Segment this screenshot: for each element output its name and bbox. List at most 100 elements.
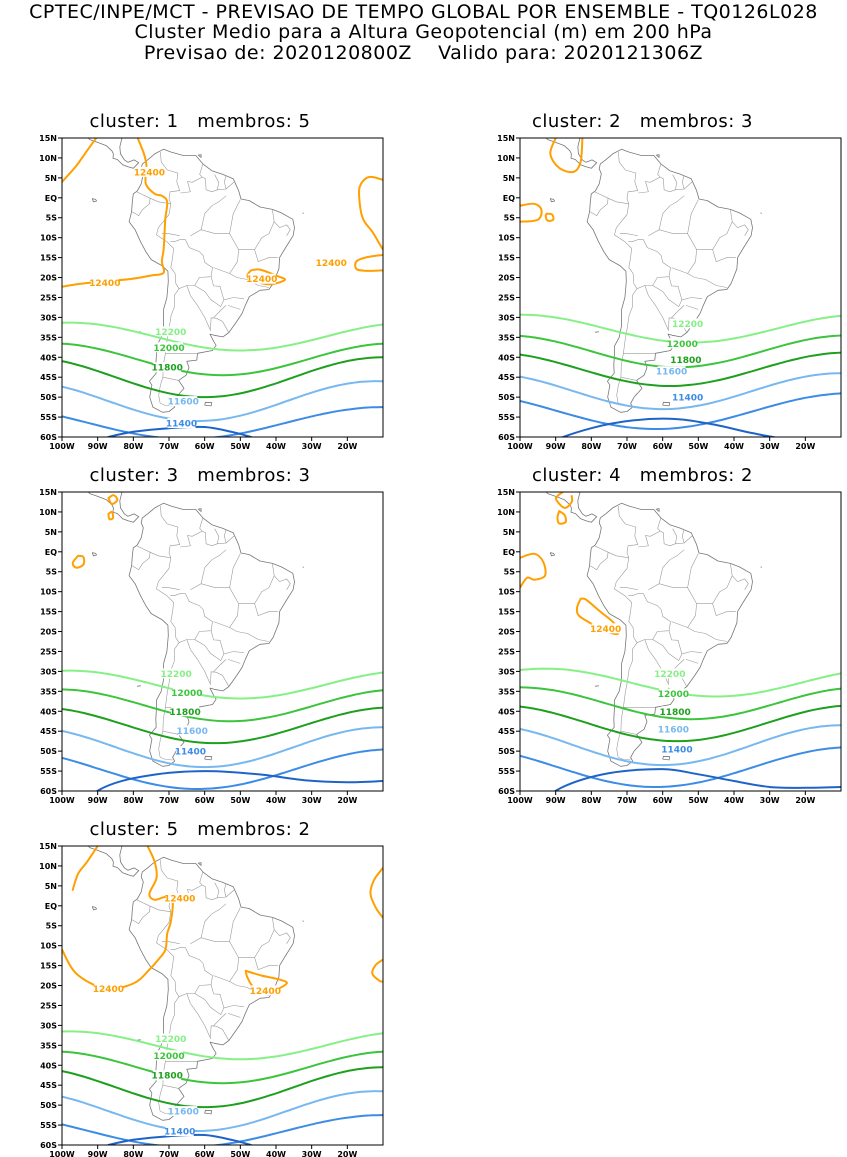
lon-label: 100W: [49, 1150, 75, 1157]
contour-12400: [107, 510, 115, 521]
contour-12400: [556, 510, 568, 525]
lon-label: 30W: [760, 796, 780, 805]
contour-label-bg: [169, 396, 198, 407]
lon-label: 50W: [230, 1150, 250, 1157]
border-line: [212, 1013, 227, 1027]
lat-label: 20S: [40, 628, 57, 637]
lon-label: 100W: [507, 796, 533, 805]
contour-label-bg: [657, 366, 686, 377]
lat-label: 60S: [40, 433, 57, 442]
island-outline: [662, 401, 671, 407]
border-line: [162, 1084, 179, 1089]
border-line: [199, 871, 204, 886]
contour-11800: [520, 704, 841, 743]
border-line: [660, 529, 685, 547]
border-line: [225, 181, 235, 190]
contour-12400: [520, 202, 543, 223]
map-content: 12400 12400 12400 12200 12000 11800 11600 11400: [62, 846, 383, 1145]
lon-label: 100W: [49, 796, 75, 805]
border-line: [648, 229, 688, 236]
borders: [132, 151, 291, 407]
lat-label: 40S: [498, 353, 515, 362]
contour-label-12400: 12400: [590, 625, 621, 635]
border-line: [731, 575, 749, 590]
contour-label-11400: 11400: [672, 394, 703, 404]
lat-label: 15N: [497, 134, 515, 143]
map-plot: 12200 12000 11800 11600 11400 15N 10N 5N EQ 5S 10S…: [39, 488, 384, 805]
lat-label: 30S: [498, 667, 515, 676]
border-line: [162, 730, 179, 735]
border-line: [683, 535, 693, 544]
map-plot: 12400 12200 12000 11800 11600 11400 15N 10N 5N EQ…: [497, 488, 842, 805]
central-america-outline: [87, 492, 140, 523]
lat-label: 25S: [498, 647, 515, 656]
border-line: [194, 285, 225, 308]
border-line: [132, 552, 151, 571]
lon-label: 30W: [302, 1150, 322, 1157]
border-line: [273, 575, 291, 590]
border-line: [616, 288, 638, 407]
lat-label: 5S: [46, 214, 58, 223]
contour-11400: [520, 746, 841, 789]
lat-label: 15N: [39, 134, 57, 143]
contour-label-bg: [659, 724, 688, 735]
contour-label-12200: 12200: [155, 1035, 186, 1045]
contour-label-bg: [251, 985, 280, 996]
contour-label-bg: [659, 688, 688, 699]
contour-12400: [71, 554, 86, 569]
border-line: [672, 174, 678, 190]
contour-label-bg: [94, 983, 123, 994]
contour-11600: [62, 1090, 383, 1133]
contour-label-11800: 11800: [152, 1072, 183, 1082]
central-america-outline: [545, 138, 598, 169]
contour-12400: [520, 552, 547, 589]
lon-label: 70W: [159, 796, 179, 805]
panel-cluster-1: cluster: 1 membros: 5 12400 12400 12400 124…: [0, 112, 420, 452]
border-line: [199, 517, 204, 532]
island-outline: [91, 552, 97, 557]
border-line: [170, 239, 213, 289]
lat-label: 25S: [40, 647, 57, 656]
south-america-outline: [128, 856, 295, 1121]
lon-label: 40W: [724, 796, 744, 805]
island-outline: [197, 508, 202, 512]
border-line: [620, 730, 637, 735]
lat-label: 30S: [40, 313, 57, 322]
lon-label: 80W: [123, 1150, 143, 1157]
border-line: [202, 883, 227, 901]
plot-frame: [519, 491, 842, 792]
lat-label: 45S: [40, 727, 57, 736]
lon-label: 80W: [123, 442, 143, 451]
lat-label: 30S: [40, 667, 57, 676]
border-line: [225, 535, 235, 544]
contour-label-12400: 12400: [164, 894, 195, 904]
lat-label: 10S: [40, 942, 57, 951]
lat-label: EQ: [45, 194, 57, 203]
lat-label: 40S: [40, 707, 57, 716]
lon-label: 80W: [581, 442, 601, 451]
border-line: [628, 239, 671, 289]
border-line: [170, 593, 213, 643]
border-line: [595, 545, 629, 559]
contour-labels: 12400 12200 12000 11800 11600 11400: [590, 623, 693, 756]
border-line: [685, 659, 699, 664]
lat-label: 10S: [40, 234, 57, 243]
border-line: [214, 174, 220, 190]
border-line: [160, 151, 181, 215]
contour-11800: [62, 706, 383, 745]
lat-label: 60S: [498, 787, 515, 796]
contour-11200: [95, 770, 383, 791]
map-content: 12200 12000 11800 11600 11400: [62, 492, 383, 791]
border-line: [590, 198, 609, 217]
contour-label-bg: [668, 338, 697, 349]
lat-label: 60S: [40, 787, 57, 796]
contour-label-bg: [671, 354, 700, 365]
border-line: [186, 285, 211, 330]
border-line: [202, 529, 227, 547]
axes: 15N 10N 5N EQ 5S 10S 15S 20S 25S 30S 35S 40S 45S 50S 5…: [39, 488, 357, 805]
lon-label: 90W: [88, 796, 108, 805]
border-line: [731, 221, 749, 236]
contour-label-bg: [171, 706, 200, 717]
contour-label-12400: 12400: [316, 259, 347, 269]
map-content: 12400 12200 12000 11800 11600 11400: [520, 492, 841, 791]
